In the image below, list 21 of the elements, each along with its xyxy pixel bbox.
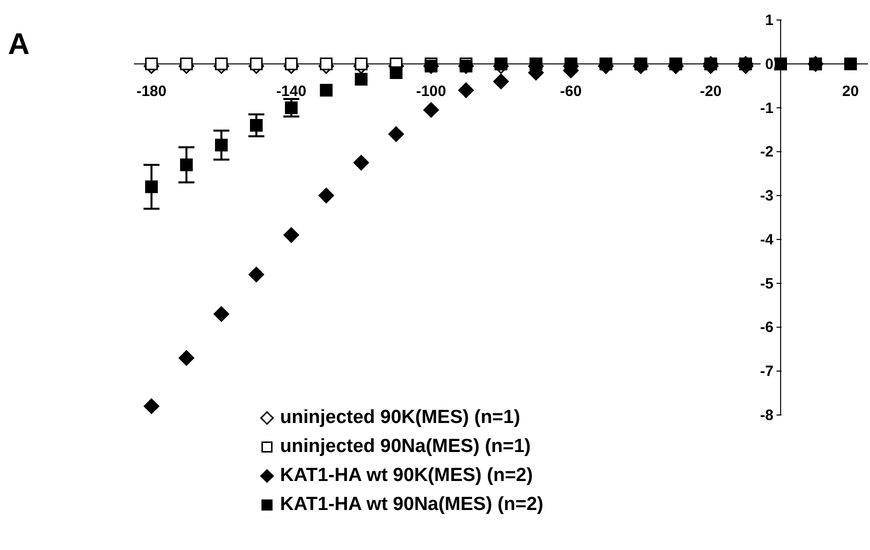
legend-label: uninjected 90Na(MES) (n=1) — [280, 435, 531, 459]
x-tick-label: -140 — [276, 82, 306, 100]
y-tick-label: -5 — [760, 275, 774, 292]
y-tick-label: -7 — [760, 363, 774, 380]
y-tick-label: -1 — [760, 100, 774, 117]
legend-label: KAT1-HA wt 90K(MES) (n=2) — [280, 464, 533, 488]
legend-label: KAT1-HA wt 90Na(MES) (n=2) — [280, 493, 544, 517]
y-tick-label: -4 — [760, 231, 774, 248]
y-tick-label: -2 — [760, 144, 774, 161]
y-tick-label: -8 — [760, 407, 774, 424]
x-tick-label: 20 — [842, 82, 859, 100]
x-tick-label: -20 — [700, 82, 722, 100]
y-tick-label: -6 — [760, 319, 774, 336]
y-tick-label: -3 — [760, 188, 774, 205]
x-tick-label: -180 — [136, 82, 166, 100]
y-tick-label: 1 — [765, 12, 774, 29]
y-tick-label: 0 — [765, 56, 774, 73]
chart-title: A — [8, 28, 30, 62]
x-tick-label: -100 — [416, 82, 446, 100]
x-tick-label: -60 — [560, 82, 582, 100]
legend-label: uninjected 90K(MES) (n=1) — [280, 406, 520, 430]
